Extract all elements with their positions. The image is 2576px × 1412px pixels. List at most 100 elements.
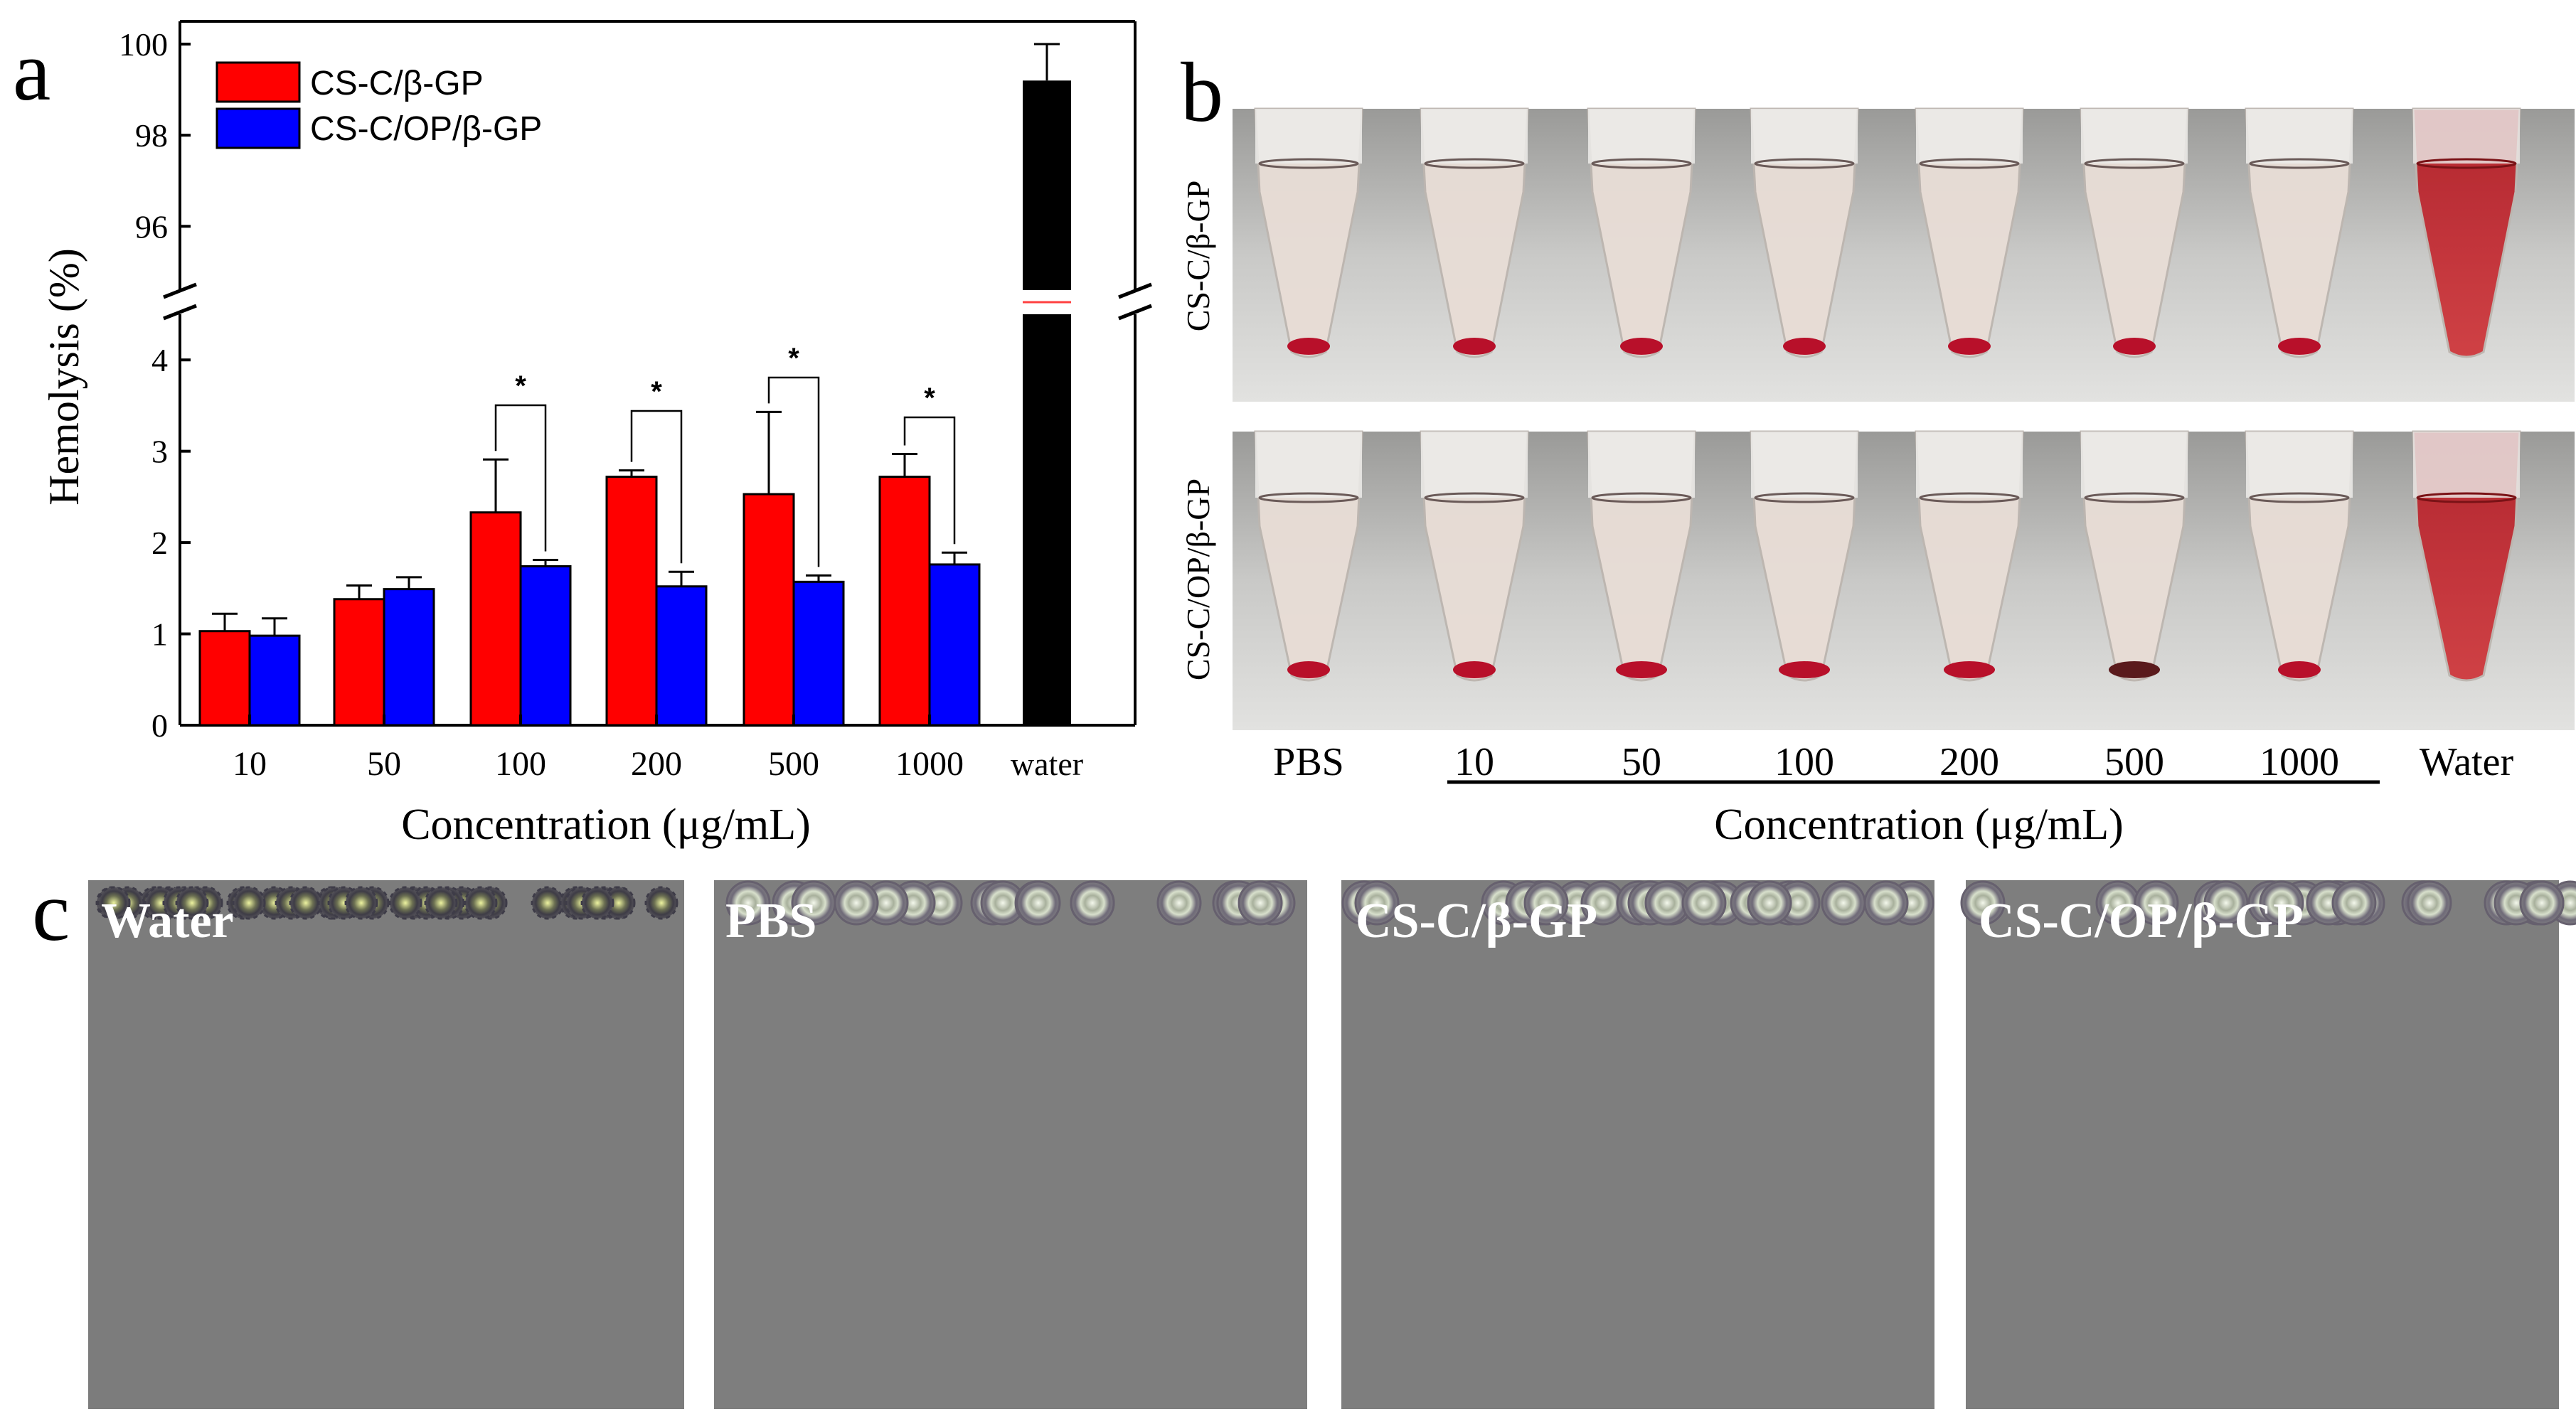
red-blood-cell [1070, 880, 1115, 926]
tube-sample [1420, 107, 1529, 358]
tube-cap-region [1588, 109, 1695, 164]
rbc-pellet [2109, 661, 2160, 678]
tube-photo-panel: b CS-C/β-GP CS-C/OP/β-GP PBS 10 50 100 200 50… [1180, 45, 2575, 849]
significance-bracket [903, 416, 956, 545]
significance-star: * [924, 383, 935, 414]
bar-cs-c-bgp [605, 476, 658, 727]
crenated-rbc [232, 886, 266, 920]
rbc-pellet [2278, 661, 2321, 678]
tube-cap-region [1751, 109, 1858, 164]
tube-label: Water [2420, 740, 2514, 784]
rbc-pellet [1287, 338, 1330, 355]
bar-cs-c-op-bgp [655, 585, 708, 727]
tube-sample [1750, 107, 1859, 358]
rbc-pellet [1616, 661, 1667, 678]
tube-meniscus [2416, 492, 2517, 503]
tube-label: 200 [1939, 740, 1999, 784]
red-blood-cell [1960, 880, 2006, 926]
tube-label: 1000 [2260, 740, 2339, 784]
tube-meniscus [1591, 158, 1692, 169]
significance-bracket [630, 410, 683, 564]
micrograph-label-cs-c-bgp: CS-C/β-GP [1356, 894, 1597, 948]
y-tick-label: 3 [151, 434, 168, 470]
red-blood-cell [1681, 880, 1727, 926]
tube-meniscus [2084, 492, 2185, 503]
significance-star: * [788, 343, 799, 374]
y-tick-label: 2 [151, 525, 168, 561]
rbc-pellet [2113, 338, 2156, 355]
red-blood-cell [2519, 880, 2565, 926]
legend-label-cs-c-bgp: CS-C/β-GP [310, 65, 484, 102]
tube-meniscus [1258, 158, 1359, 169]
tube-cap-region [1421, 109, 1528, 164]
tube-label: 50 [1622, 740, 1661, 784]
tube-sample [1254, 107, 1363, 358]
row-label-cs-c-op-bgp: CS-C/OP/β-GP [1180, 478, 1216, 680]
bar-cs-c-bgp [878, 476, 931, 727]
x-tick-label: water [1011, 746, 1083, 782]
x-tick-label: 500 [768, 745, 819, 783]
tube-labels: PBS 10 50 100 200 500 1000 Water [1273, 740, 2513, 784]
rbc-pellet [1779, 661, 1830, 678]
tube-water [2412, 107, 2521, 358]
red-blood-cell [2259, 880, 2304, 926]
bar-cs-c-bgp [469, 511, 522, 727]
tube-cap-region [2081, 109, 2188, 164]
red-blood-cell [1863, 880, 1909, 926]
bar-cs-c-bgp [743, 493, 795, 727]
significance-bracket [767, 376, 820, 567]
tube-cap-region [2413, 432, 2520, 498]
red-blood-cell [2407, 880, 2452, 926]
crenated-rbc [388, 886, 422, 920]
rbc-pellet [2278, 338, 2321, 355]
rbc-pellet [1783, 338, 1826, 355]
rbc-pellet [1453, 338, 1496, 355]
tube-meniscus [1591, 492, 1692, 503]
micrograph-label-water: Water [101, 894, 234, 948]
x-tick-label: 10 [233, 745, 267, 783]
tube-label: PBS [1273, 740, 1344, 784]
bar-cs-c-bgp [333, 598, 385, 727]
micrograph-pbs: PBS [714, 880, 1307, 1409]
crenated-rbc [464, 886, 498, 920]
tube-cap-region [2413, 109, 2520, 164]
significance-bracket [494, 404, 547, 552]
row-label-cs-c-bgp: CS-C/β-GP [1180, 181, 1216, 332]
tube-set [1254, 107, 2521, 682]
micrograph-cs-c-op-bgp: CS-C/OP/β-GP [1960, 880, 2576, 1409]
tube-sample [1587, 107, 1696, 358]
significance-brackets: * * * * [494, 343, 956, 567]
y-tick-label: 1 [151, 616, 168, 653]
tube-meniscus [2249, 158, 2350, 169]
red-blood-cell [1238, 880, 1283, 926]
crenated-rbc [644, 886, 678, 920]
micrograph-label-pbs: PBS [725, 894, 816, 948]
bar-water [1023, 314, 1071, 725]
x-tick-label: 50 [367, 745, 401, 783]
tube-cap-region [2246, 109, 2353, 164]
red-blood-cell [1354, 880, 1400, 926]
crenated-rbc [531, 886, 565, 920]
y-axis-ticks: 0 1 2 3 4 96 98 100 [119, 26, 191, 744]
panel-b-letter: b [1181, 45, 1223, 139]
rbc-pellet [1948, 338, 1991, 355]
legend: CS-C/β-GP CS-C/OP/β-GP [215, 61, 542, 149]
panel-a-letter: a [13, 23, 50, 118]
tube-cap-region [1916, 109, 2023, 164]
bar-cs-c-op-bgp [928, 563, 981, 727]
tube-cap-region [1255, 109, 1362, 164]
y-tick-label: 100 [119, 26, 168, 63]
tube-sample [2080, 107, 2189, 358]
tube-cap-region [1255, 432, 1362, 498]
x-tick-label: 200 [631, 745, 682, 783]
y-tick-label: 96 [135, 208, 168, 245]
tube-meniscus [1919, 158, 2020, 169]
tube-meniscus [1919, 492, 2020, 503]
red-blood-cell [725, 880, 771, 926]
micrograph-panel: c Water PBS CS-C/β-GP CS-C/OP/β-GP [32, 875, 2576, 1409]
tube-label: 500 [2104, 740, 2164, 784]
bar-cs-c-op-bgp [383, 588, 435, 727]
crenated-rbc [424, 886, 458, 920]
crenated-rbc [97, 886, 131, 920]
rbc-pellet [1453, 661, 1496, 678]
